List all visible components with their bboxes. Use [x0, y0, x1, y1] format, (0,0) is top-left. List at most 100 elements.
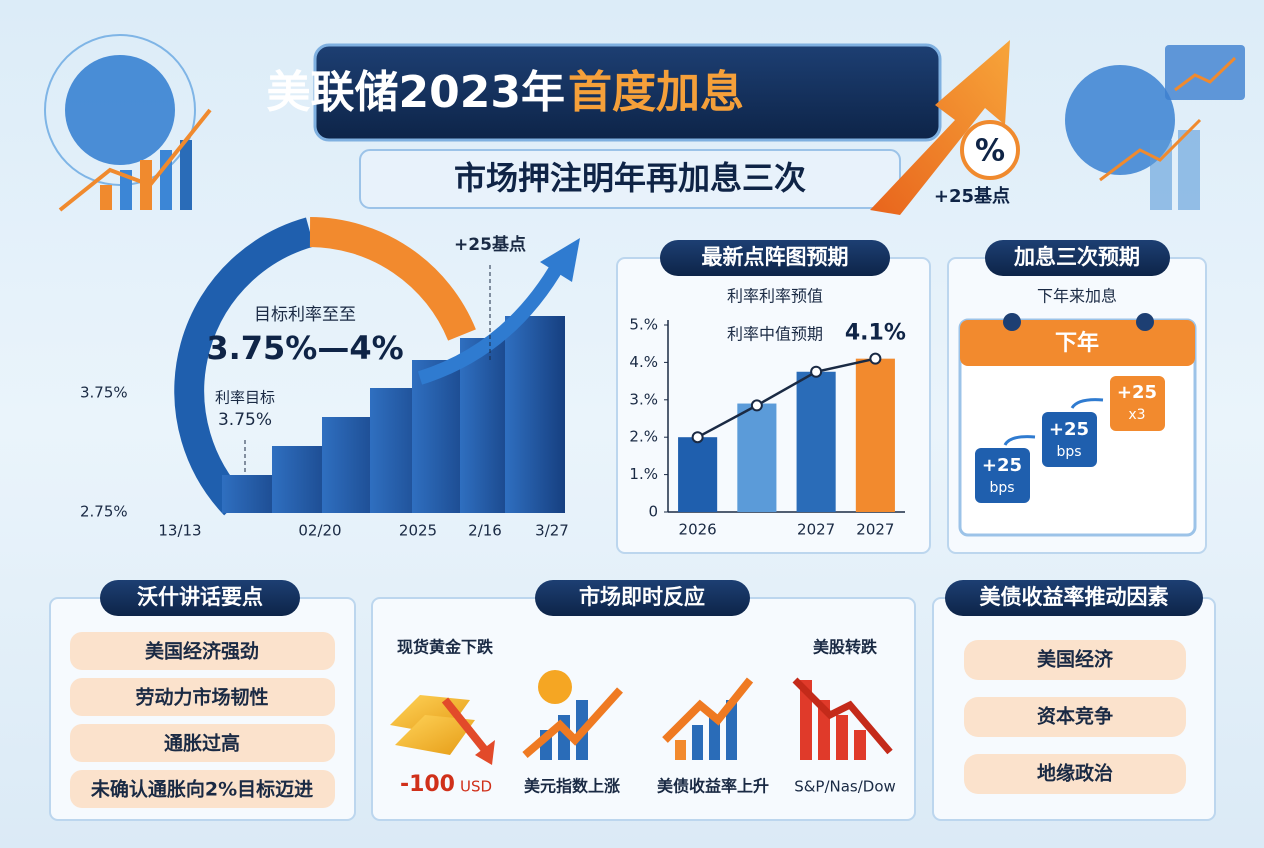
title-pill: [535, 580, 750, 616]
x-label: 13/13: [158, 522, 201, 540]
step-line2: bps: [989, 480, 1014, 496]
usd-label: 美元指数上涨: [524, 777, 620, 796]
x-label: 02/20: [298, 522, 341, 540]
y-tick-label: 3.%: [629, 390, 658, 408]
drivers-title: 美债收益率推动因素: [980, 585, 1169, 609]
speech-panel: 沃什讲话要点 美国经济强劲 劳动力市场韧性 通胀过高 未确认通胀向2%目标迈进: [49, 580, 356, 821]
y-tick-label: 5.%: [629, 316, 658, 334]
title-pill: [660, 240, 890, 276]
step-line1: +25: [982, 455, 1022, 476]
item-bg: [70, 678, 335, 716]
item-bg: [70, 632, 335, 670]
curve-arrow: [417, 258, 567, 385]
market-title: 市场即时反应: [579, 585, 705, 609]
line-point: [810, 365, 823, 378]
speech-item: 劳动力市场韧性: [135, 686, 268, 709]
ring-orange: [309, 217, 476, 341]
market-panel: 市场即时反应 现货黄金下跌 -100 USD 美元指数上涨 美债收益率上升 美股…: [371, 580, 916, 821]
stocks-title: 美股转跌: [813, 638, 878, 657]
calendar-title: 加息三次预期: [1013, 245, 1140, 269]
calendar-panel: 加息三次预期 下年来加息 下年 +25 bps +25 bps +25 x3: [947, 240, 1207, 554]
x-tick-label: 2027: [797, 521, 835, 539]
speech-title: 沃什讲话要点: [137, 585, 263, 609]
dollar-icon: [538, 670, 572, 704]
title-pill: [945, 580, 1203, 616]
item-bg: [70, 770, 335, 808]
chart-subtitle: 利率利率预值: [727, 287, 823, 306]
line-point: [750, 399, 763, 412]
badge-text: +25基点: [934, 185, 1010, 207]
calendar-month: 下年: [1055, 330, 1099, 356]
y-label: 3.75%: [80, 384, 128, 402]
step-box: [975, 448, 1030, 503]
step-line1: +25: [1117, 382, 1157, 403]
title-banner: [313, 43, 942, 142]
stocks-label: S&P/Nas/Dow: [794, 778, 896, 796]
step-line2: x3: [1128, 407, 1145, 423]
title-main: 美联储2023年: [267, 67, 565, 118]
y-tick-label: 0: [648, 503, 658, 521]
rise-arrow: [870, 40, 1010, 215]
curve-arrow-head: [540, 238, 580, 282]
step-line1: +25: [1049, 419, 1089, 440]
chart-title: 最新点阵图预期: [702, 245, 849, 269]
value-label: 4.1%: [845, 321, 906, 346]
header: 美联储2023年 首度加息 市场押注明年再加息三次 % +25基点: [267, 40, 1020, 215]
title-pill: [100, 580, 300, 616]
arrow-label: +25基点: [454, 234, 526, 255]
staircase: [222, 316, 565, 513]
label-small: 利率目标: [215, 389, 275, 407]
y-tick-label: 2.%: [629, 428, 658, 446]
driver-item: 资本竞争: [1037, 705, 1113, 728]
subtitle: 市场押注明年再加息三次: [454, 159, 806, 197]
title-highlight: 首度加息: [568, 67, 744, 118]
item-bg: [964, 754, 1186, 794]
y-tick-label: 1.%: [629, 465, 658, 483]
yield-label: 美债收益率上升: [657, 777, 769, 796]
item-bg: [70, 724, 335, 762]
line: [697, 357, 876, 439]
drivers-panel: 美债收益率推动因素 美国经济 资本竞争 地缘政治: [932, 580, 1216, 821]
line-point: [691, 431, 704, 444]
value-small: 3.75%: [218, 410, 272, 430]
speech-item: 未确认通胀向2%目标迈进: [90, 778, 313, 801]
gold-label: 现货黄金下跌: [397, 638, 494, 657]
x-label: 3/27: [535, 522, 569, 540]
step-line2: bps: [1056, 444, 1081, 460]
y-tick-label: 4.%: [629, 353, 658, 371]
bar: [855, 358, 895, 512]
badge: [960, 120, 1020, 180]
step-box: [1110, 376, 1165, 431]
driver-item: 美国经济: [1037, 648, 1114, 671]
item-bg: [964, 697, 1186, 737]
decor-left: [44, 34, 212, 212]
ring-blue: [174, 217, 315, 516]
bar: [796, 371, 836, 512]
gold-change: -100: [400, 772, 455, 797]
calendar-top: [960, 320, 1195, 366]
dot-plot-panel: 最新点阵图预期 利率利率预值 利率中值预期 0 1.% 2.% 3.% 4.% 5.% 4.…: [616, 240, 931, 554]
step-box: [1042, 412, 1097, 467]
x-label: 2025: [399, 522, 437, 540]
label-top: 目标利率至至: [254, 305, 356, 325]
rate-panel: +25基点 目标利率至至 3.75%—4% 利率目标 3.75% 3.75% 2…: [80, 217, 580, 540]
y-label: 2.75%: [80, 503, 128, 521]
x-label: 2/16: [468, 522, 502, 540]
annotation: 利率中值预期: [727, 325, 823, 344]
value-big: 3.75%—4%: [206, 329, 403, 367]
x-tick-label: 2027: [856, 521, 894, 539]
x-tick-label: 2026: [679, 521, 717, 539]
bar: [678, 437, 718, 512]
gold-unit: USD: [460, 778, 492, 796]
item-bg: [964, 640, 1186, 680]
driver-item: 地缘政治: [1037, 762, 1113, 785]
speech-item: 通胀过高: [164, 732, 240, 755]
line-point: [869, 352, 882, 365]
decor-right: [1065, 45, 1245, 210]
badge-symbol: %: [975, 134, 1005, 169]
speech-item: 美国经济强劲: [145, 640, 259, 663]
calendar-subtitle: 下年来加息: [1037, 287, 1117, 306]
bar: [737, 403, 777, 512]
